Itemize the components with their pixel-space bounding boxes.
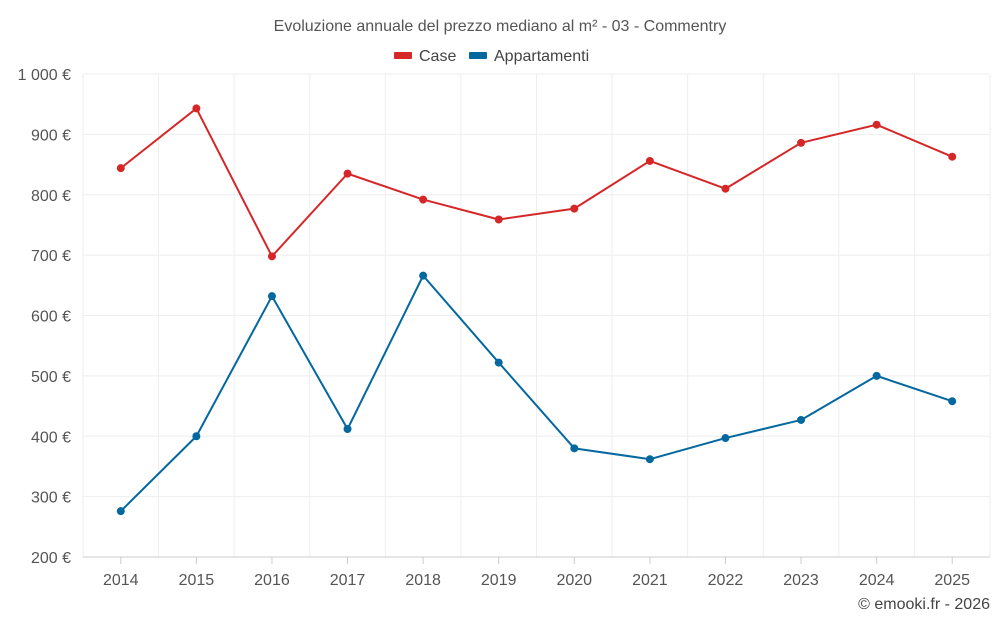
y-tick-label: 1 000 € [18, 67, 71, 84]
data-point-appartamenti[interactable] [267, 292, 276, 301]
grid [82, 73, 991, 557]
x-tick-label: 2014 [103, 572, 139, 589]
x-tick-label: 2022 [708, 572, 744, 589]
y-tick-label: 800 € [31, 188, 71, 205]
data-point-appartamenti[interactable] [343, 425, 352, 434]
x-tick-label: 2021 [632, 572, 668, 589]
x-tick-label: 2020 [556, 572, 592, 589]
credit-text: © emooki.fr - 2026 [858, 596, 990, 613]
legend-label-appartamenti: Appartamenti [494, 48, 589, 65]
data-point-case[interactable] [419, 195, 428, 204]
x-tick-label: 2023 [783, 572, 819, 589]
data-point-appartamenti[interactable] [872, 371, 881, 380]
y-tick-label: 900 € [31, 127, 71, 144]
data-point-case[interactable] [343, 169, 352, 178]
data-point-appartamenti[interactable] [948, 397, 957, 406]
x-tick-label: 2017 [330, 572, 366, 589]
x-tick-label: 2016 [254, 572, 290, 589]
data-point-case[interactable] [570, 204, 579, 213]
data-point-appartamenti[interactable] [419, 271, 428, 280]
data-point-case[interactable] [267, 252, 276, 261]
y-tick-label: 400 € [31, 429, 71, 446]
y-tick-label: 700 € [31, 248, 71, 265]
legend-item-appartamenti[interactable]: Appartamenti [469, 48, 589, 65]
legend-label-case: Case [419, 48, 456, 65]
data-point-appartamenti[interactable] [494, 358, 503, 367]
data-point-appartamenti[interactable] [797, 415, 806, 424]
legend-swatch-appartamenti [469, 52, 487, 59]
x-tick-label: 2019 [481, 572, 517, 589]
y-tick-label: 600 € [31, 309, 71, 326]
data-point-appartamenti[interactable] [192, 432, 201, 441]
y-tick-label: 200 € [31, 550, 71, 567]
y-tick-label: 500 € [31, 369, 71, 386]
data-point-case[interactable] [721, 184, 730, 193]
legend-swatch-case [394, 52, 412, 59]
data-point-case[interactable] [948, 152, 957, 161]
data-point-case[interactable] [797, 138, 806, 147]
chart-title: Evoluzione annuale del prezzo mediano al… [274, 18, 727, 35]
legend: Case Appartamenti [394, 48, 589, 65]
series-line-appartamenti [120, 274, 953, 512]
x-tick-label: 2024 [859, 572, 895, 589]
data-point-appartamenti[interactable] [645, 455, 654, 464]
series-line-case [120, 107, 953, 258]
data-point-case[interactable] [494, 215, 503, 224]
series [116, 104, 957, 516]
axes: 200 € 300 € 400 € 500 € 600 € 700 € 800 € 900 €… [18, 67, 990, 589]
x-tick-label: 2015 [179, 572, 215, 589]
data-point-case[interactable] [645, 156, 654, 165]
legend-item-case[interactable]: Case [394, 48, 456, 65]
data-point-appartamenti[interactable] [721, 434, 730, 443]
data-point-appartamenti[interactable] [116, 507, 125, 516]
data-point-case[interactable] [872, 120, 881, 129]
x-tick-label: 2025 [934, 572, 970, 589]
data-point-appartamenti[interactable] [570, 444, 579, 453]
data-point-case[interactable] [192, 104, 201, 113]
x-tick-label: 2018 [405, 572, 441, 589]
data-point-case[interactable] [116, 164, 125, 173]
y-tick-label: 300 € [31, 490, 71, 507]
